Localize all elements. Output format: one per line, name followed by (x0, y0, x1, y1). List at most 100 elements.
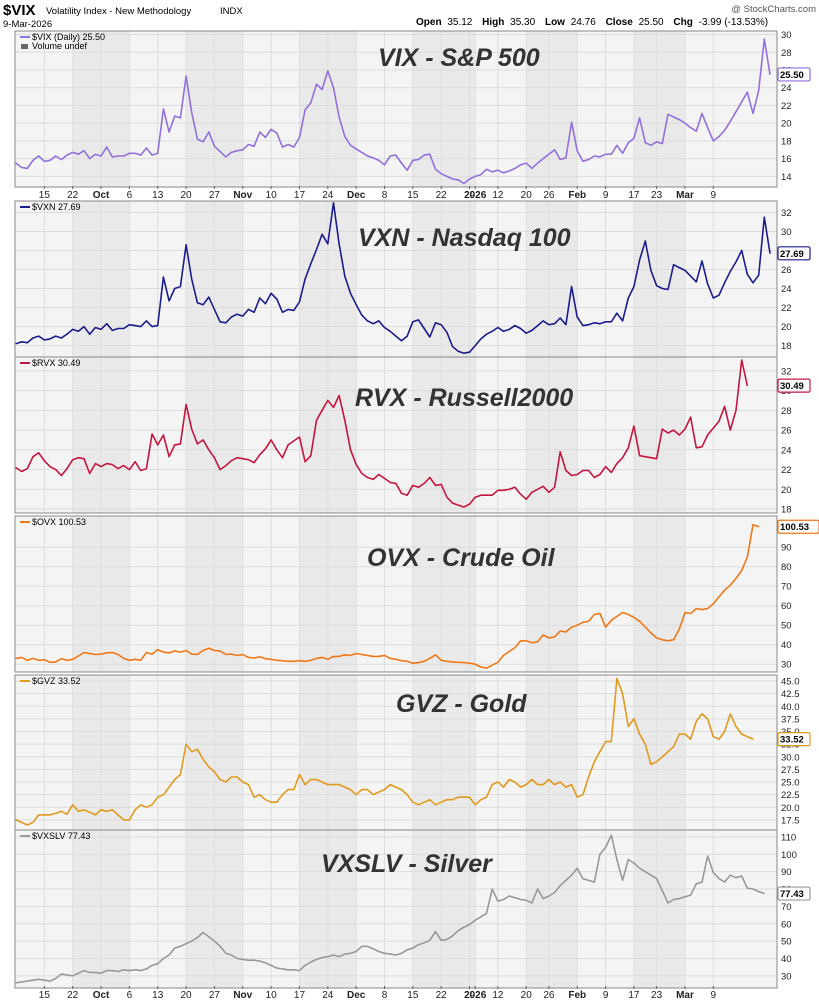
data-point (43, 659, 45, 661)
data-point (366, 654, 369, 657)
data-point (128, 468, 130, 471)
data-point (304, 964, 306, 967)
data-point (89, 472, 91, 475)
data-point (259, 454, 261, 456)
data-point (701, 260, 703, 262)
data-point (77, 330, 79, 332)
data-point (100, 328, 102, 331)
data-point (264, 799, 267, 801)
data-point (423, 327, 425, 330)
data-point (310, 263, 312, 265)
data-point (565, 786, 567, 788)
data-point (89, 333, 91, 335)
data-point (123, 327, 125, 330)
data-point (247, 143, 250, 146)
data-point (366, 945, 369, 947)
data-point (491, 330, 493, 332)
data-point (542, 158, 544, 160)
data-point (55, 977, 57, 980)
data-point (429, 799, 431, 801)
data-point (497, 781, 499, 783)
data-point (746, 385, 748, 387)
data-point (213, 308, 216, 311)
data-point (219, 650, 221, 652)
data-point (242, 653, 244, 656)
data-point (440, 939, 442, 941)
data-point (49, 338, 51, 340)
data-point (321, 233, 323, 235)
last-value-label: 33.52 (780, 735, 804, 746)
data-point (219, 150, 221, 153)
data-point (134, 325, 136, 327)
data-point (678, 628, 680, 630)
data-point (406, 335, 408, 337)
data-point (429, 657, 431, 659)
y-tick-label: 24 (781, 284, 792, 295)
panel-rvx: 1820222426283032RVX - Russell2000$RVX 30… (14, 356, 811, 516)
month-band (412, 516, 476, 672)
x-tick-label: 17 (628, 190, 640, 201)
data-point (310, 102, 312, 104)
x-tick-label: 8 (382, 190, 388, 201)
data-point (202, 931, 204, 934)
data-point (673, 898, 675, 901)
data-point (724, 730, 726, 733)
data-point (570, 874, 573, 876)
data-point (310, 778, 312, 781)
data-point (582, 621, 584, 623)
data-point (111, 156, 113, 158)
data-point (480, 666, 482, 668)
data-point (587, 469, 590, 472)
data-point (508, 778, 510, 781)
data-point (758, 526, 760, 528)
data-point (644, 456, 646, 458)
data-point (519, 493, 522, 495)
x-tick-label: 15 (39, 990, 51, 1001)
data-point (695, 281, 697, 283)
data-point (639, 620, 641, 622)
data-point (145, 147, 147, 149)
data-point (213, 457, 216, 459)
month-band (412, 357, 476, 513)
y-tick-label: 26 (781, 265, 792, 276)
chart-panels: 14 16 18 20 22 24 26 28 30 VIX - S&P 500 $VIX (Dai… (14, 30, 819, 989)
data-point (111, 970, 113, 972)
data-point (349, 789, 352, 791)
data-point (752, 888, 754, 890)
y-tick-label: 80 (781, 562, 792, 573)
data-point (616, 144, 618, 146)
data-point (678, 434, 680, 436)
y-tick-label: 28 (781, 406, 792, 417)
legend-label-volume: Volume undef (32, 41, 88, 51)
data-point (746, 735, 748, 738)
data-point (208, 296, 210, 298)
data-point (701, 881, 703, 883)
data-point (77, 655, 79, 657)
data-point (134, 658, 136, 660)
data-point (622, 152, 624, 154)
data-point (735, 577, 737, 580)
data-point (349, 952, 352, 954)
x-tick-label: 17 (294, 990, 306, 1001)
data-point (344, 135, 346, 138)
data-point (480, 916, 482, 918)
data-point (639, 259, 641, 261)
month-band (412, 31, 476, 187)
y-tick-label: 18 (781, 341, 792, 352)
x-tick-label: 9 (711, 990, 717, 1001)
data-point (525, 162, 527, 164)
data-point (582, 794, 584, 796)
x-tick-label: 27 (209, 990, 221, 1001)
month-band (633, 31, 685, 187)
data-point (724, 282, 726, 284)
data-point (758, 274, 760, 276)
x-tick-label: Dec (347, 990, 366, 1001)
legend-label: $OVX 100.53 (32, 517, 86, 527)
data-point (361, 653, 363, 656)
data-point (468, 924, 471, 926)
data-point (389, 953, 391, 955)
data-point (270, 964, 272, 967)
data-point (559, 317, 561, 319)
data-point (735, 409, 737, 411)
data-point (26, 659, 28, 661)
